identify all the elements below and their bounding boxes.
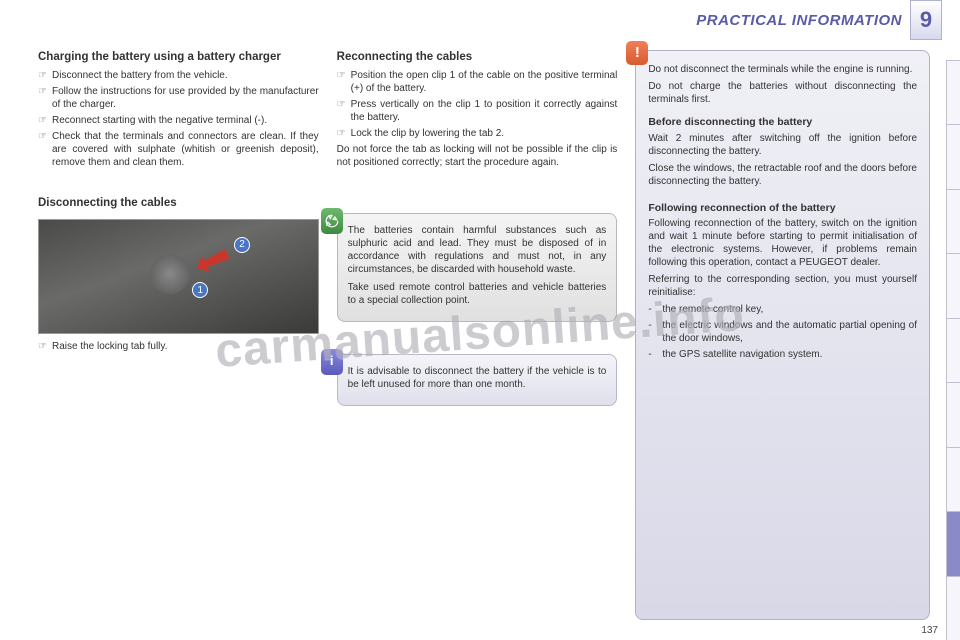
side-tab — [946, 124, 960, 188]
sub-following: Following reconnection of the battery — [648, 202, 917, 216]
side-tab — [946, 253, 960, 317]
column-2: Reconnecting the cables ☞Position the op… — [337, 50, 618, 620]
side-tab — [946, 447, 960, 511]
list-item: -the remote control key, — [648, 303, 917, 316]
warn-p4: Close the windows, the retractable roof … — [648, 162, 917, 188]
sub-before: Before disconnecting the battery — [648, 116, 917, 130]
arrow-icon — [193, 245, 231, 276]
reconnect-list: ☞Position the open clip 1 of the cable o… — [337, 69, 618, 140]
column-1: Charging the battery using a battery cha… — [38, 50, 319, 620]
warn-p1: Do not disconnect the terminals while th… — [648, 63, 917, 76]
heading-disconnecting: Disconnecting the cables — [38, 196, 319, 211]
list-item: -the GPS satellite navigation system. — [648, 348, 917, 361]
info-callout: i It is advisable to disconnect the batt… — [337, 354, 618, 406]
section-disconnecting: Disconnecting the cables 1 2 ☞Raise the … — [38, 196, 319, 356]
callout-badge-2: 2 — [234, 237, 250, 253]
list-item: ☞Disconnect the battery from the vehicle… — [38, 69, 319, 82]
info-text: It is advisable to disconnect the batter… — [348, 365, 607, 391]
side-tab — [946, 318, 960, 382]
side-tab — [946, 382, 960, 446]
list-item: ☞Follow the instructions for use provide… — [38, 85, 319, 111]
warning-callout: ! Do not disconnect the terminals while … — [635, 50, 930, 620]
eco-text-1: The batteries contain harmful substances… — [348, 224, 607, 276]
list-item: ☞Position the open clip 1 of the cable o… — [337, 69, 618, 95]
side-tab — [946, 60, 960, 124]
side-tab — [946, 189, 960, 253]
list-item: ☞Press vertically on the clip 1 to posit… — [337, 98, 618, 124]
charging-list: ☞Disconnect the battery from the vehicle… — [38, 69, 319, 169]
chapter-number: 9 — [910, 0, 942, 40]
eco-callout: The batteries contain harmful substances… — [337, 213, 618, 322]
side-tabs — [946, 60, 960, 640]
page-content: Charging the battery using a battery cha… — [38, 50, 930, 620]
warn-p6: Referring to the corresponding section, … — [648, 273, 917, 299]
info-icon: i — [321, 349, 343, 375]
reconnect-note: Do not force the tab as locking will not… — [337, 143, 618, 169]
page-header: PRACTICAL INFORMATION 9 — [0, 0, 960, 40]
list-item: -the electric windows and the automatic … — [648, 319, 917, 345]
heading-reconnecting: Reconnecting the cables — [337, 50, 618, 65]
reinit-list: -the remote control key, -the electric w… — [648, 303, 917, 361]
page-number: 137 — [921, 625, 938, 636]
section-reconnecting: Reconnecting the cables ☞Position the op… — [337, 50, 618, 173]
callout-badge-1: 1 — [192, 282, 208, 298]
warning-icon: ! — [626, 41, 648, 65]
warn-p5: Following reconnection of the battery, s… — [648, 217, 917, 269]
recycle-icon — [321, 208, 343, 234]
side-tab-active — [946, 511, 960, 575]
section-charging: Charging the battery using a battery cha… — [38, 50, 319, 172]
battery-photo: 1 2 — [38, 219, 319, 334]
list-item: ☞Raise the locking tab fully. — [38, 340, 319, 353]
list-item: ☞Reconnect starting with the negative te… — [38, 114, 319, 127]
list-item: ☞Check that the terminals and connectors… — [38, 130, 319, 169]
disconnect-list: ☞Raise the locking tab fully. — [38, 340, 319, 353]
warn-p2: Do not charge the batteries without disc… — [648, 80, 917, 106]
column-3: ! Do not disconnect the terminals while … — [635, 50, 930, 620]
list-item: ☞Lock the clip by lowering the tab 2. — [337, 127, 618, 140]
warn-p3: Wait 2 minutes after switching off the i… — [648, 132, 917, 158]
header-title: PRACTICAL INFORMATION — [696, 12, 902, 29]
eco-text-2: Take used remote control batteries and v… — [348, 281, 607, 307]
side-tab — [946, 576, 960, 640]
heading-charging: Charging the battery using a battery cha… — [38, 50, 319, 65]
